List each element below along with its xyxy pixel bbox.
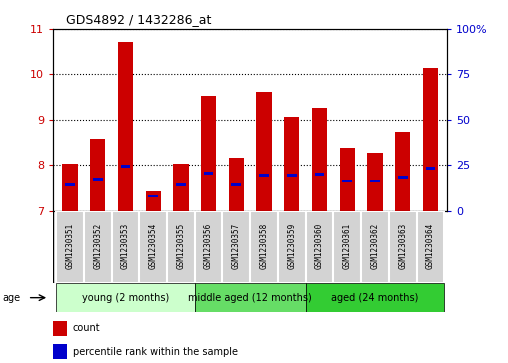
Bar	[195, 211, 223, 283]
Text: GSM1230351: GSM1230351	[66, 222, 75, 269]
Bar	[232, 183, 241, 185]
Bar	[367, 153, 383, 211]
Bar	[314, 173, 324, 176]
Text: middle aged (12 months): middle aged (12 months)	[188, 293, 312, 303]
Text: percentile rank within the sample: percentile rank within the sample	[73, 347, 238, 357]
Bar	[259, 174, 269, 176]
Text: GSM1230363: GSM1230363	[398, 222, 407, 269]
Text: GSM1230359: GSM1230359	[288, 222, 296, 269]
Text: GSM1230356: GSM1230356	[204, 222, 213, 269]
Bar	[312, 109, 327, 211]
Text: GSM1230361: GSM1230361	[343, 222, 352, 269]
Bar	[167, 211, 195, 283]
Bar	[120, 165, 130, 168]
Text: GSM1230352: GSM1230352	[93, 222, 102, 269]
Bar	[257, 92, 272, 211]
Text: age: age	[3, 293, 21, 303]
Bar	[340, 148, 355, 211]
Bar	[306, 211, 333, 283]
Bar	[223, 211, 250, 283]
Bar	[112, 211, 139, 283]
Text: GDS4892 / 1432286_at: GDS4892 / 1432286_at	[66, 13, 211, 26]
Bar	[395, 132, 410, 211]
Bar	[278, 211, 306, 283]
Bar	[342, 180, 352, 182]
Text: GSM1230354: GSM1230354	[149, 222, 157, 269]
Bar	[426, 167, 435, 170]
Text: count: count	[73, 323, 100, 333]
Bar	[90, 139, 105, 211]
Text: young (2 months): young (2 months)	[82, 293, 169, 303]
Bar	[333, 211, 361, 283]
Bar	[118, 42, 133, 211]
Text: GSM1230357: GSM1230357	[232, 222, 241, 269]
Bar	[201, 96, 216, 211]
Bar	[56, 283, 195, 312]
Text: GSM1230353: GSM1230353	[121, 222, 130, 269]
Bar	[145, 192, 161, 211]
Bar	[65, 183, 75, 185]
Text: aged (24 months): aged (24 months)	[331, 293, 419, 303]
Text: GSM1230358: GSM1230358	[260, 222, 269, 269]
Bar	[398, 176, 407, 179]
Bar	[53, 344, 67, 359]
Bar	[287, 174, 297, 176]
Bar	[389, 211, 417, 283]
Text: GSM1230360: GSM1230360	[315, 222, 324, 269]
Bar	[417, 211, 444, 283]
Bar	[53, 321, 67, 336]
Bar	[370, 180, 380, 182]
Bar	[148, 195, 158, 197]
Bar	[93, 178, 103, 181]
Bar	[62, 164, 78, 211]
Bar	[250, 211, 278, 283]
Bar	[195, 283, 306, 312]
Bar	[173, 164, 188, 211]
Bar	[56, 211, 84, 283]
Bar	[284, 117, 299, 211]
Text: GSM1230364: GSM1230364	[426, 222, 435, 269]
Bar	[204, 172, 213, 175]
Bar	[139, 211, 167, 283]
Text: GSM1230362: GSM1230362	[370, 222, 379, 269]
Bar	[229, 158, 244, 211]
Bar	[361, 211, 389, 283]
Bar	[176, 183, 186, 185]
Bar	[306, 283, 444, 312]
Text: GSM1230355: GSM1230355	[176, 222, 185, 269]
Bar	[84, 211, 112, 283]
Bar	[423, 68, 438, 211]
